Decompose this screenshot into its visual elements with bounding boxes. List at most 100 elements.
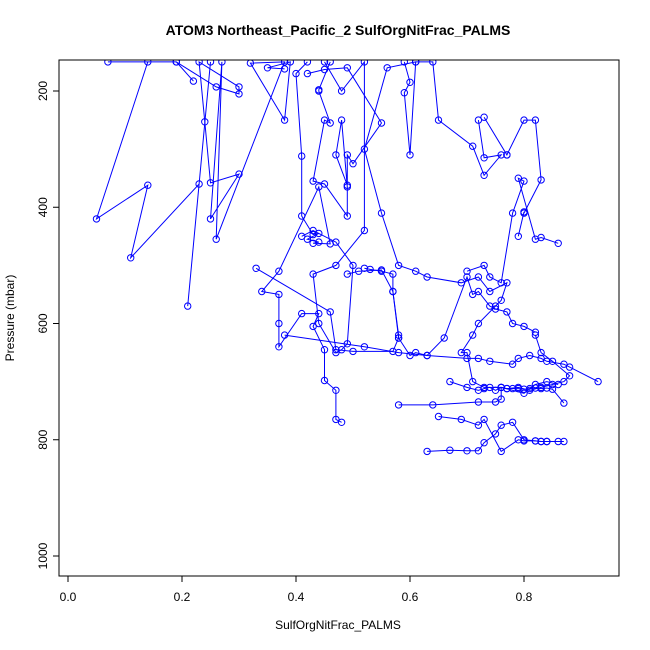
data-point [298,232,306,241]
data-point [235,170,243,178]
data-point [463,354,471,363]
data-point [560,437,568,446]
data-point [298,152,306,160]
data-point [337,116,346,124]
data-point [497,421,505,429]
data-point [474,354,483,363]
data-point [320,376,329,385]
data-point [235,83,243,91]
data-point [332,261,340,270]
data-point [332,386,340,394]
data-point [280,60,289,66]
data-point [543,357,551,365]
y-tick-label: 600 [36,313,50,333]
data-point [349,160,357,168]
data-point [252,264,260,272]
data-point [520,437,528,445]
data-point [480,113,488,121]
data-point [195,60,203,66]
y-axis: 200 400 600 800 1000 [36,81,60,569]
data-point [474,398,483,406]
series-line-0 [107,60,291,240]
data-point [497,279,505,287]
data-point [320,65,329,74]
data-point [343,270,351,278]
data-point [503,151,511,159]
data-point [548,385,557,393]
data-point [480,439,488,447]
data-point [508,418,517,426]
data-point [423,447,431,456]
data-point [508,360,517,368]
data-point [486,302,494,310]
data-point [332,415,340,424]
data-point [280,65,289,73]
data-point [508,319,517,328]
data-point [497,447,505,456]
x-axis: 0.0 0.2 0.4 0.6 0.8 [60,575,533,604]
data-point [434,116,443,124]
data-point [474,287,483,296]
data-point [565,372,574,380]
data-point [303,235,312,243]
data-point [503,279,511,287]
data-point [480,154,488,162]
data-point [480,384,488,393]
data-point [92,215,101,223]
data-point [104,60,112,66]
data-point [508,209,517,217]
data-point [543,437,551,446]
data-point [326,60,334,66]
data-point [377,267,386,275]
data-point [457,348,465,357]
data-point [246,60,255,67]
data-point [560,360,568,368]
data-point [554,380,562,389]
data-point [212,235,220,243]
series-line-3 [307,61,383,218]
data-point [337,418,346,426]
data-point [560,399,568,407]
data-point [144,181,152,189]
data-point [412,267,420,275]
data-point [275,319,283,328]
data-point [486,287,494,296]
data-point [520,177,528,185]
series-line-2 [260,61,342,423]
y-tick-label: 1000 [36,542,50,569]
data-point [360,226,369,235]
data-point [520,385,528,393]
data-point [309,177,317,185]
data-point [360,145,369,153]
data-point [514,354,522,363]
data-point [537,348,545,357]
y-tick-label: 800 [36,429,50,449]
series-line-15 [483,116,542,237]
data-point [469,290,477,299]
data-point [360,264,369,272]
data-point [554,437,562,446]
data-point [389,287,397,296]
data-point [463,267,471,275]
data-point [514,232,522,241]
data-point [457,415,465,424]
data-point [366,265,374,274]
data-point [206,60,215,66]
data-point [309,322,317,331]
data-point [275,267,283,275]
series-line-10 [398,334,571,406]
data-point [309,230,317,239]
data-point [280,331,289,339]
data-point [275,290,283,299]
data-point [303,69,312,78]
data-point [469,377,477,386]
data-point [554,239,562,248]
data-point [423,273,431,281]
data-point [520,389,528,397]
data-point [514,436,522,444]
data-point [491,386,500,394]
data-point [315,183,323,191]
data-point [526,351,534,360]
series-line-9 [284,334,599,383]
data-point [394,261,403,270]
